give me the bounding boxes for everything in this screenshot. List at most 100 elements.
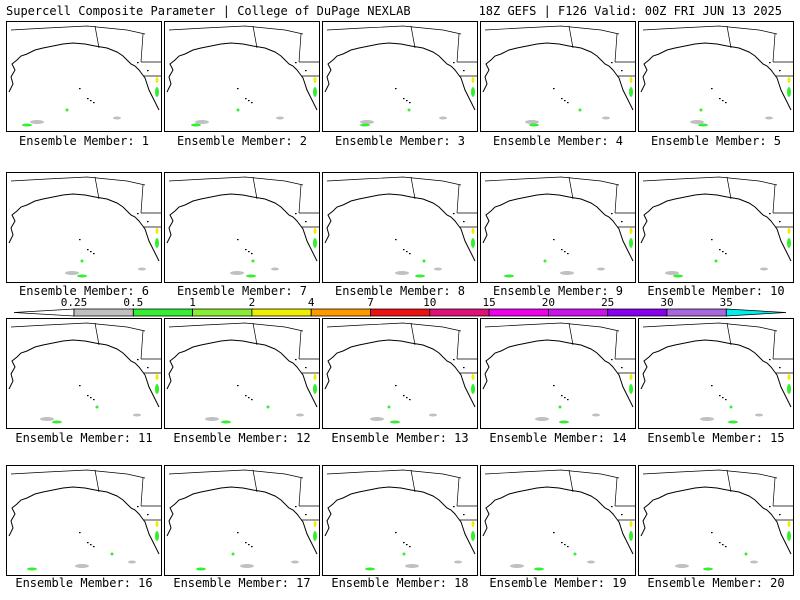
parameter-shading [439,116,447,120]
parameter-shading [313,374,317,380]
political-borders [168,176,319,228]
map-canvas [166,176,319,278]
parameter-shading [138,267,146,271]
island [251,102,253,104]
island [248,251,250,253]
island [453,62,455,64]
island [251,399,253,401]
ensemble-member-caption: Ensemble Member: 6 [18,284,150,298]
coastline [166,42,318,111]
island [248,100,250,102]
parameter-shading [360,120,374,124]
political-borders [484,469,635,521]
political-borders [642,25,793,77]
island [564,397,566,399]
island [463,514,465,516]
parameter-shading [629,384,633,394]
island [87,395,89,397]
parameter-shading [744,552,748,556]
island [248,544,250,546]
political-borders [10,322,161,374]
parameter-shading [22,123,32,127]
ensemble-map-panel [164,172,320,283]
island [553,88,555,90]
parameter-shading [276,116,284,120]
island [79,532,81,534]
island [295,359,297,361]
island [137,213,139,215]
coastline [324,42,476,111]
parameter-shading [597,267,605,271]
parameter-shading [471,531,475,541]
ensemble-member-caption: Ensemble Member: 10 [647,284,785,298]
island [722,251,724,253]
parameter-shading [370,417,384,421]
parameter-shading [787,238,791,248]
island [237,88,239,90]
parameter-shading [155,238,159,248]
ensemble-map-panel [638,318,794,429]
parameter-shading [728,420,738,424]
colorbar-tick-label: 35 [719,296,733,309]
political-borders [484,176,635,228]
colorbar-segment [13,308,75,317]
parameter-shading [729,405,733,409]
parameter-shading [133,413,141,417]
island [611,359,613,361]
island [93,102,95,104]
parameter-shading [77,274,87,278]
parameter-shading [629,531,633,541]
island [245,395,247,397]
colorbar-segment [73,308,134,317]
ensemble-map-panel [638,21,794,132]
island [79,88,81,90]
coastline [8,42,160,111]
island [93,253,95,255]
parameter-shading [760,267,768,271]
island [403,395,405,397]
map-canvas [8,469,161,571]
political-borders [168,25,319,77]
parameter-shading [602,116,610,120]
island [395,532,397,534]
parameter-shading [221,420,231,424]
parameter-shading [573,552,577,556]
map-canvas [640,322,793,424]
island [719,98,721,100]
ensemble-member-caption: Ensemble Member: 12 [173,431,311,445]
island [403,542,405,544]
map-canvas [482,176,635,278]
ensemble-map-panel [322,318,478,429]
ensemble-member-caption: Ensemble Member: 14 [489,431,627,445]
political-borders [10,176,161,228]
parameter-shading [629,87,633,97]
coastline [324,193,476,262]
ensemble-member-caption: Ensemble Member: 1 [18,134,150,148]
island [611,62,613,64]
parameter-shading [155,521,159,527]
colorbar-tick-label: 25 [601,296,615,309]
island [567,546,569,548]
colorbar-segment [132,308,194,317]
map-canvas [482,469,635,571]
parameter-shading [313,531,317,541]
ensemble-member-caption: Ensemble Member: 16 [15,576,153,590]
ensemble-member-caption: Ensemble Member: 19 [489,576,627,590]
coastline [8,193,160,262]
parameter-shading [525,120,539,124]
parameter-shading [30,120,44,124]
coastline [482,42,634,111]
island [245,249,247,251]
parameter-shading [559,420,569,424]
island [567,102,569,104]
colorbar-segment [251,308,312,317]
ensemble-member-caption: Ensemble Member: 20 [647,576,785,590]
ensemble-map-panel [480,465,636,576]
island [779,70,781,72]
colorbar-tick-label: 4 [307,296,315,309]
parameter-shading [291,560,299,564]
ensemble-member-caption: Ensemble Member: 18 [331,576,469,590]
island [553,385,555,387]
parameter-shading [155,87,159,97]
island [147,367,149,369]
